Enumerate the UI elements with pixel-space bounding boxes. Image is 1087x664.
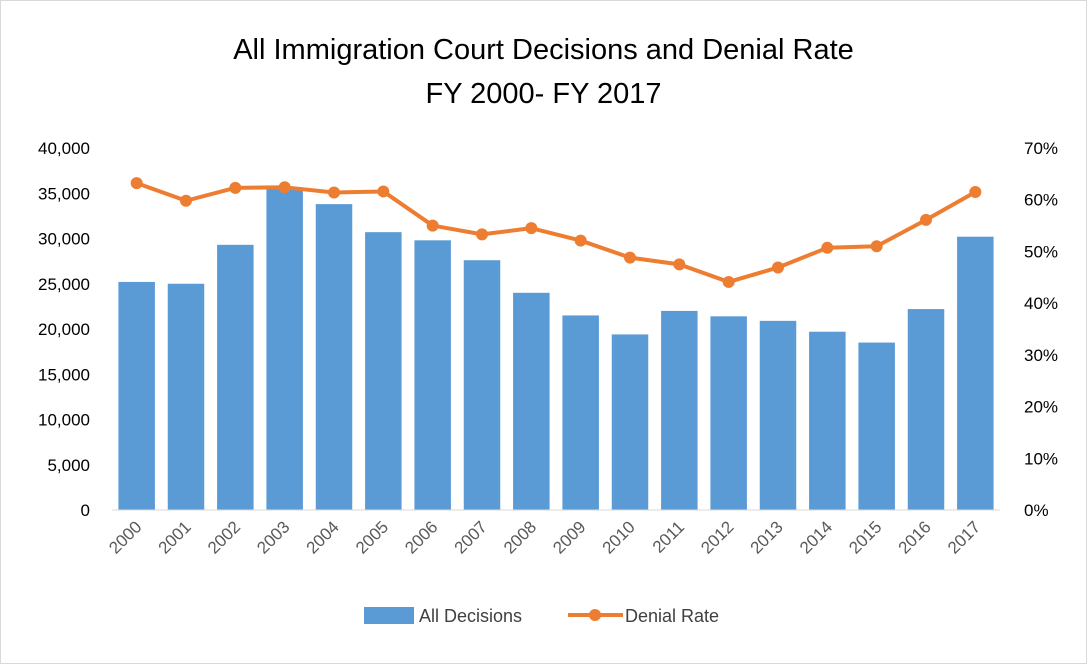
bar xyxy=(315,204,353,511)
denial-rate-point xyxy=(870,240,883,253)
x-tick-label: 2013 xyxy=(747,517,787,557)
bar xyxy=(365,232,402,511)
left-tick-label: 40,000 xyxy=(38,139,90,158)
bar xyxy=(167,283,205,510)
bar xyxy=(611,334,649,510)
bar-series xyxy=(118,188,994,511)
denial-rate-point xyxy=(180,194,192,207)
x-tick-label: 2012 xyxy=(697,517,737,557)
legend-label-denial: Denial Rate xyxy=(625,606,719,626)
bar xyxy=(661,310,698,510)
left-tick-label: 20,000 xyxy=(38,320,90,339)
x-tick-label: 2003 xyxy=(253,517,293,557)
left-tick-label: 5,000 xyxy=(47,456,90,475)
bar xyxy=(463,260,501,510)
denial-rate-point xyxy=(624,251,636,264)
x-tick-label: 2002 xyxy=(204,517,244,557)
denial-rate-point xyxy=(525,222,538,235)
right-axis-ticks: 0% 10% 20% 30% 40% 50% 60% 70% xyxy=(1024,139,1058,520)
bar xyxy=(957,236,994,510)
denial-rate-point xyxy=(130,177,143,190)
x-tick-label: 2016 xyxy=(895,517,935,557)
legend-marker-denial xyxy=(589,609,601,621)
x-axis-ticks: 2000 2001 2002 2003 2004 2005 2006 2007 2008 2009… xyxy=(105,517,984,557)
bar xyxy=(217,244,254,510)
bar xyxy=(858,342,895,510)
x-tick-label: 2007 xyxy=(451,517,491,557)
x-tick-label: 2017 xyxy=(944,517,984,557)
denial-rate-point xyxy=(328,186,340,199)
denial-rate-point xyxy=(476,228,488,241)
denial-rate-point xyxy=(278,181,291,194)
bar xyxy=(710,316,747,510)
bar xyxy=(414,240,451,510)
legend-swatch-decisions xyxy=(364,607,414,624)
x-tick-label: 2015 xyxy=(845,517,885,557)
right-tick-label: 50% xyxy=(1024,242,1058,261)
left-tick-label: 25,000 xyxy=(38,275,90,294)
right-tick-label: 70% xyxy=(1024,139,1058,158)
denial-rate-point xyxy=(673,258,686,271)
right-tick-label: 10% xyxy=(1024,449,1058,468)
left-tick-label: 30,000 xyxy=(38,230,90,249)
denial-rate-point xyxy=(969,185,982,198)
denial-rate-point xyxy=(772,261,784,274)
right-tick-label: 30% xyxy=(1024,346,1058,365)
x-tick-label: 2000 xyxy=(105,517,145,557)
denial-rate-point xyxy=(426,219,439,232)
chart-title: All Immigration Court Decisions and Deni… xyxy=(233,34,854,66)
chart-subtitle: FY 2000- FY 2017 xyxy=(425,78,662,110)
x-tick-label: 2005 xyxy=(352,517,392,557)
left-tick-label: 35,000 xyxy=(38,184,90,203)
chart-title-block: All Immigration Court Decisions and Deni… xyxy=(0,28,1087,116)
x-tick-label: 2008 xyxy=(500,517,540,557)
left-axis-ticks: 0 5,000 10,000 15,000 20,000 25,000 30,000 35,0… xyxy=(38,139,90,520)
x-tick-label: 2004 xyxy=(303,517,343,557)
denial-rate-line xyxy=(134,181,978,284)
left-tick-label: 10,000 xyxy=(38,411,90,430)
bar xyxy=(118,281,155,510)
left-tick-label: 0 xyxy=(81,501,90,520)
legend-label-decisions: All Decisions xyxy=(419,606,522,626)
right-tick-label: 0% xyxy=(1024,501,1049,520)
denial-rate-point xyxy=(229,181,242,194)
right-tick-label: 20% xyxy=(1024,398,1058,417)
x-tick-label: 2009 xyxy=(549,517,589,557)
x-tick-label: 2010 xyxy=(599,517,639,557)
x-tick-label: 2014 xyxy=(796,517,836,557)
bar xyxy=(809,331,846,510)
denial-rate-point xyxy=(920,213,932,226)
legend: All Decisions Denial Rate xyxy=(364,606,719,626)
right-tick-label: 60% xyxy=(1024,191,1058,210)
right-tick-label: 40% xyxy=(1024,294,1058,313)
bar xyxy=(759,320,797,510)
x-tick-label: 2006 xyxy=(401,517,441,557)
bar xyxy=(266,188,303,510)
x-tick-label: 2001 xyxy=(155,517,195,557)
line-series xyxy=(130,177,982,288)
bar xyxy=(513,292,550,510)
denial-rate-point xyxy=(821,241,834,254)
left-tick-label: 15,000 xyxy=(38,365,90,384)
bar xyxy=(907,309,945,510)
bar xyxy=(562,315,599,510)
denial-rate-point xyxy=(722,275,735,288)
x-tick-label: 2011 xyxy=(649,517,688,556)
denial-rate-point xyxy=(377,185,390,198)
denial-rate-point xyxy=(574,234,587,247)
